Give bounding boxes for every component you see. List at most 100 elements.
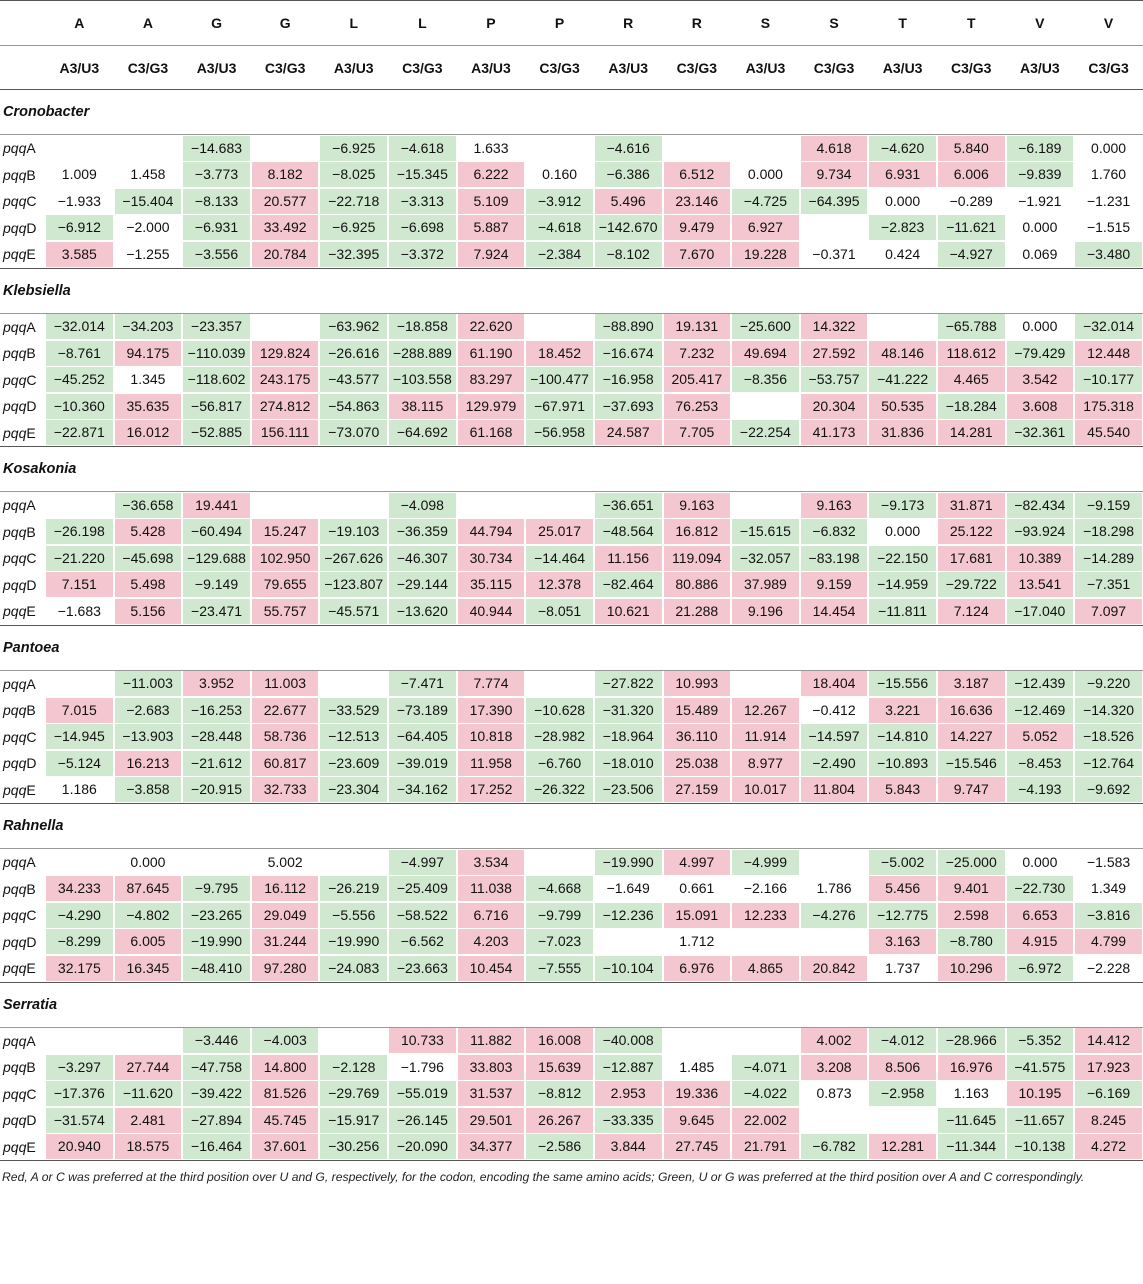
value-cell [525,492,594,519]
gene-label: pqqE [0,598,46,626]
cell-value: 21.288 [663,598,731,624]
cell-value: −3.912 [526,188,593,214]
value-cell [663,135,732,162]
value-cell [525,670,594,697]
cell-value: 11.156 [594,545,662,571]
value-cell: −4.927 [936,241,1006,269]
table-row: pqqA −32.014 −34.203 −23.357 −63.962 −18.858 2… [0,313,1143,340]
cell-value: 12.448 [1075,340,1142,366]
value-cell: 41.173 [799,419,869,447]
gene-label: pqqD [0,750,45,777]
value-cell: −12.236 [594,902,663,929]
cell-value: −4.997 [389,849,456,875]
cell-value: −6.386 [594,162,662,188]
cell-value: −12.775 [869,902,936,928]
cell-value: −11.657 [1006,1107,1074,1133]
cell-value: 274.812 [251,393,319,419]
value-cell: −19.990 [319,929,388,956]
cell-value: 0.873 [816,1085,852,1102]
cell-value: 3.585 [46,241,113,267]
cell-value: −1.231 [1086,192,1131,209]
value-cell: −4.620 [868,135,937,162]
genus-row: Serratia [0,982,1143,1028]
cell-value: −67.971 [526,393,593,419]
value-cell: −11.811 [868,598,937,626]
value-cell: −129.688 [182,545,251,572]
gene-prefix: pqq [3,219,27,236]
value-cell: 4.997 [663,849,732,876]
value-cell: −73.070 [319,419,389,447]
value-cell: 205.417 [663,367,732,394]
gene-suffix: D [26,755,37,772]
value-cell: 31.871 [937,492,1006,519]
cell-value: −32.057 [732,545,799,571]
value-cell: −88.890 [594,313,663,340]
cell-value: 12.281 [869,1134,936,1160]
value-cell: 79.655 [251,572,320,599]
value-cell [731,670,800,697]
cell-value: −23.471 [183,598,250,624]
cell-value: −32.014 [46,314,113,340]
cell-value [320,493,387,518]
value-cell: 30.734 [457,545,526,572]
cell-value: −4.618 [526,215,593,241]
value-cell: −4.616 [594,135,663,162]
cell-value: 0.424 [885,245,921,262]
cell-value: 16.008 [526,1028,593,1054]
cell-value: −22.254 [732,420,799,446]
cell-value: −21.220 [46,545,113,571]
value-cell: 87.645 [114,876,183,903]
cell-value: −6.931 [183,215,250,241]
cell-value [252,314,319,339]
cell-value: 15.639 [526,1054,593,1080]
value-cell: 156.111 [250,419,320,447]
gene-prefix: pqq [3,398,27,415]
value-cell: −11.657 [1006,1107,1075,1134]
gene-prefix: pqq [3,1032,27,1049]
value-cell: −8.356 [731,367,800,394]
cell-value: −46.307 [389,545,456,571]
value-cell: −11.645 [937,1107,1006,1134]
value-cell: 4.465 [937,367,1006,394]
table-row: pqqE −1.683 5.156 −23.471 55.757 −45.571 −13.6… [0,598,1143,626]
cell-value: −3.480 [1075,241,1142,267]
value-cell: −47.758 [182,1054,251,1081]
cell-value: 6.222 [457,162,525,188]
value-cell: 32.733 [250,776,320,804]
value-cell: −6.832 [800,519,869,546]
cell-value: 129.979 [457,393,525,419]
cell-value: 5.456 [869,876,936,902]
cell-value: −25.600 [732,314,799,340]
cell-value: 81.526 [251,1081,319,1107]
value-cell: −3.556 [182,241,251,269]
value-cell: −40.008 [594,1027,663,1054]
value-cell: 19.441 [182,492,251,519]
value-cell: 9.159 [800,572,869,599]
value-cell: −34.203 [114,313,183,340]
value-cell: 38.115 [388,393,457,420]
value-cell: 10.017 [731,776,800,804]
cell-value: −29.144 [389,572,456,598]
table-row: pqqC −14.945 −13.903 −28.448 58.736 −12.513 −6… [0,724,1143,751]
codon-header: C3/G3 [525,45,594,90]
value-cell: 16.012 [113,419,183,447]
amino-acid-header: T [936,0,1006,46]
value-cell: −54.863 [319,393,388,420]
gene-prefix: pqq [3,960,27,977]
cell-value: 11.003 [251,671,319,697]
value-cell: −1.933 [45,188,114,215]
cell-value: 0.000 [1022,219,1058,236]
cell-value: −14.289 [1075,545,1142,571]
value-cell: −6.386 [594,162,663,189]
value-cell: −15.345 [388,162,457,189]
table-row: pqqB 34.233 87.645 −9.795 16.112 −26.219 −25.4… [0,876,1143,903]
value-cell: −4.003 [251,1027,320,1054]
value-cell: −26.198 [45,519,114,546]
value-cell: 20.784 [250,241,320,269]
cell-value: −10.360 [46,393,113,419]
cell-value: 32.733 [251,777,319,803]
value-cell: 31.537 [457,1081,526,1108]
value-cell: 11.914 [731,724,800,751]
value-cell: −23.265 [182,902,251,929]
cell-value: −103.558 [389,367,456,393]
